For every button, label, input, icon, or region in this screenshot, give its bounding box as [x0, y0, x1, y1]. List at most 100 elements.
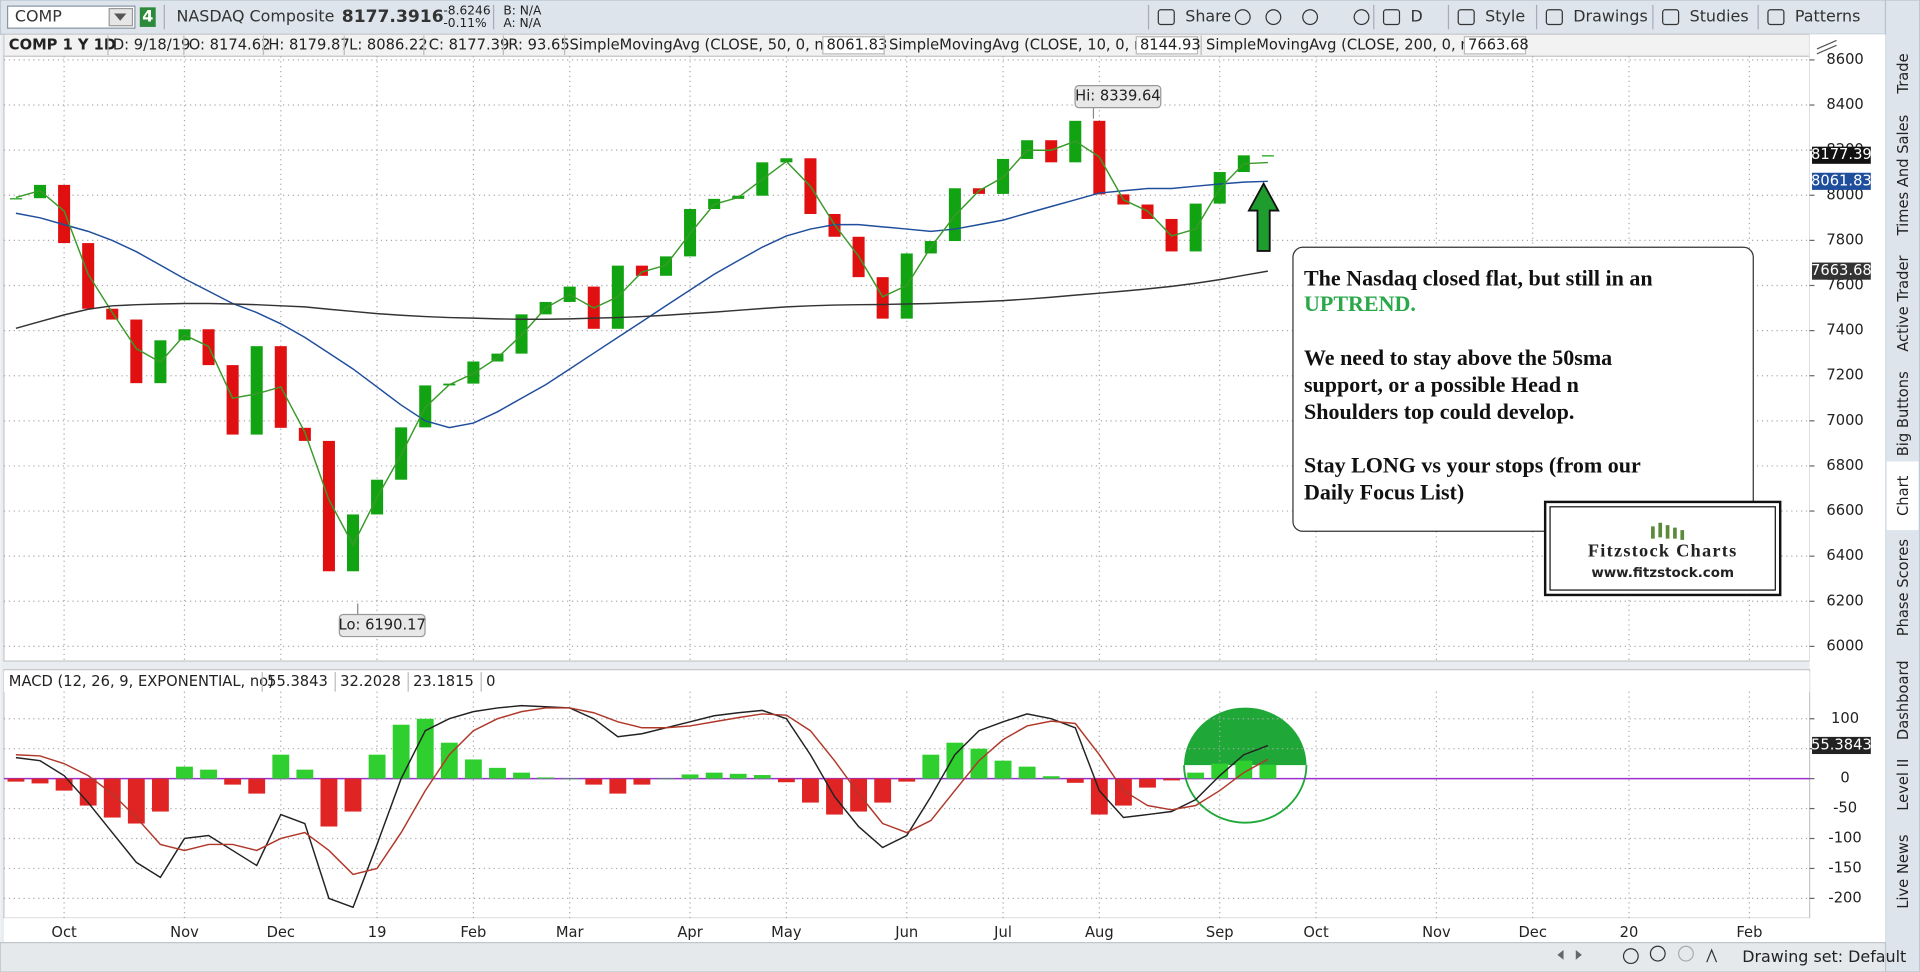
- study-name: SimpleMovingAvg (CLOSE, 200, 0, no): [1206, 36, 1484, 53]
- header-open: O: 8174.62: [189, 36, 271, 53]
- header-symbol: COMP 1 Y 1D: [9, 36, 116, 53]
- y-tick-label: 7000: [1826, 412, 1863, 429]
- toolbar-icon[interactable]: [1302, 9, 1319, 26]
- toolbar-button-icon[interactable]: [1157, 9, 1175, 26]
- candle: [1189, 203, 1202, 252]
- y-tick-label: -100: [1828, 830, 1861, 847]
- y-tick-label: 6400: [1826, 547, 1863, 564]
- candle: [82, 243, 95, 309]
- y-tick-label: 7400: [1826, 322, 1863, 339]
- price-tag-label: 8177.39: [1811, 146, 1872, 163]
- histogram-bar: [657, 778, 675, 780]
- histogram-bar: [368, 754, 386, 779]
- candle: [9, 198, 22, 200]
- histogram-bar: [151, 778, 169, 812]
- histogram-bar: [802, 778, 819, 803]
- last-price: 8177.3916: [342, 7, 444, 27]
- pct-change: -0.11%: [443, 16, 486, 30]
- zoom-in-icon[interactable]: [1649, 945, 1666, 962]
- price-tag: [1812, 146, 1871, 164]
- x-tick-label: Nov: [170, 924, 199, 941]
- histogram-bar: [296, 769, 314, 779]
- histogram-bar: [609, 778, 627, 794]
- toolbar-icon[interactable]: [1265, 9, 1282, 26]
- y-tick-label: -150: [1828, 859, 1861, 876]
- histogram-bar: [1066, 778, 1084, 783]
- toolbar-button[interactable]: Style: [1485, 7, 1525, 26]
- pan-icon[interactable]: [1706, 948, 1718, 963]
- study-value: 8061.83: [827, 36, 888, 53]
- crosshair-icon[interactable]: [1622, 948, 1639, 965]
- sidebar-tab[interactable]: Chart: [1895, 475, 1912, 516]
- candle: [780, 158, 793, 163]
- x-axis-area: [3, 918, 1886, 943]
- macd-title: MACD (12, 26, 9, EXPONENTIAL, no): [9, 673, 274, 690]
- macd-zero-value: 0: [486, 673, 495, 690]
- study-name: SimpleMovingAvg (CLOSE, 50, 0, no): [569, 36, 838, 53]
- header-high: H: 8179.87: [268, 36, 349, 53]
- candle: [1045, 140, 1058, 163]
- sidebar-tab[interactable]: Big Buttons: [1895, 371, 1912, 456]
- histogram-bar: [1090, 778, 1108, 815]
- symbol-box[interactable]: [6, 5, 136, 29]
- x-tick-label: Feb: [1736, 924, 1762, 941]
- toolbar-button-icon[interactable]: [1457, 9, 1475, 26]
- toolbar-button-icon[interactable]: [1767, 9, 1785, 26]
- header-range: R: 93.65: [508, 36, 569, 53]
- toolbar-button[interactable]: Patterns: [1795, 7, 1861, 26]
- toolbar-button-icon[interactable]: [1382, 9, 1401, 26]
- histogram-bar: [946, 742, 964, 779]
- candle: [346, 514, 360, 572]
- bid: B: N/A: [503, 4, 542, 18]
- candle: [467, 361, 480, 384]
- candle: [876, 277, 889, 319]
- toolbar-button[interactable]: Drawings: [1573, 7, 1647, 26]
- sidebar-tab[interactable]: Phase Scores: [1895, 539, 1912, 636]
- toolbar-button-icon[interactable]: [1545, 9, 1563, 26]
- annotation-line: support, or a possible Head n: [1304, 372, 1579, 397]
- sidebar-tab[interactable]: Dashboard: [1895, 660, 1912, 740]
- net-change: -8.6246: [443, 4, 490, 18]
- sidebar-tab[interactable]: Active Trader: [1895, 254, 1912, 351]
- histogram-bar: [31, 778, 49, 784]
- toolbar-icon[interactable]: [1353, 9, 1370, 26]
- toolbar-icon[interactable]: [1234, 9, 1251, 26]
- x-tick-label: Mar: [556, 924, 585, 941]
- scroll-arrows[interactable]: [1557, 949, 1582, 960]
- price-tag: [1812, 172, 1871, 190]
- link-group-box[interactable]: [139, 7, 156, 27]
- drawing-set[interactable]: Drawing set: Default: [1742, 947, 1906, 966]
- toolbar-buttons: Share D Style Drawings Studies Patterns: [1147, 4, 1861, 30]
- x-tick-label: Oct: [51, 924, 77, 941]
- x-tick-label: Apr: [677, 924, 703, 941]
- plot: Oct Nov Dec 19 Feb Mar Apr May Jun Jul Aug Sep Oct No…: [3, 51, 1872, 941]
- sidebar-tab[interactable]: Times And Sales: [1895, 115, 1912, 237]
- toolbar-button-icon[interactable]: [1662, 9, 1680, 26]
- macd-header-bar: [3, 670, 1810, 692]
- histogram-bar: [55, 778, 73, 791]
- histogram-bar: [416, 718, 434, 779]
- toolbar-button[interactable]: Share: [1185, 7, 1231, 26]
- axis-icon: [1816, 39, 1837, 55]
- sidebar-tab[interactable]: Trade: [1895, 53, 1912, 94]
- zoom-out-icon[interactable]: [1677, 945, 1694, 962]
- macd-value: 23.1815: [413, 673, 474, 690]
- price-tag-label: 7663.68: [1811, 262, 1872, 279]
- histogram-bar: [561, 778, 579, 780]
- y-tick-label: 6800: [1826, 457, 1863, 474]
- sidebar-tab[interactable]: Level II: [1895, 759, 1912, 811]
- y-tick-label: -200: [1828, 889, 1861, 906]
- toolbar-button[interactable]: D: [1410, 7, 1422, 26]
- study-name: SimpleMovingAvg (CLOSE, 10, 0, no): [889, 36, 1158, 53]
- footer: [0, 942, 1887, 972]
- candle: [322, 440, 335, 572]
- toolbar-button[interactable]: Studies: [1690, 7, 1749, 26]
- histogram-bar: [7, 778, 25, 782]
- candle: [130, 319, 143, 384]
- logo-url: www.fitzstock.com: [1591, 566, 1734, 581]
- sidebar-tab[interactable]: Live News: [1895, 834, 1912, 908]
- histogram-bar: [1163, 778, 1181, 781]
- x-tick-label: Jul: [993, 924, 1012, 941]
- histogram-bar: [176, 766, 193, 779]
